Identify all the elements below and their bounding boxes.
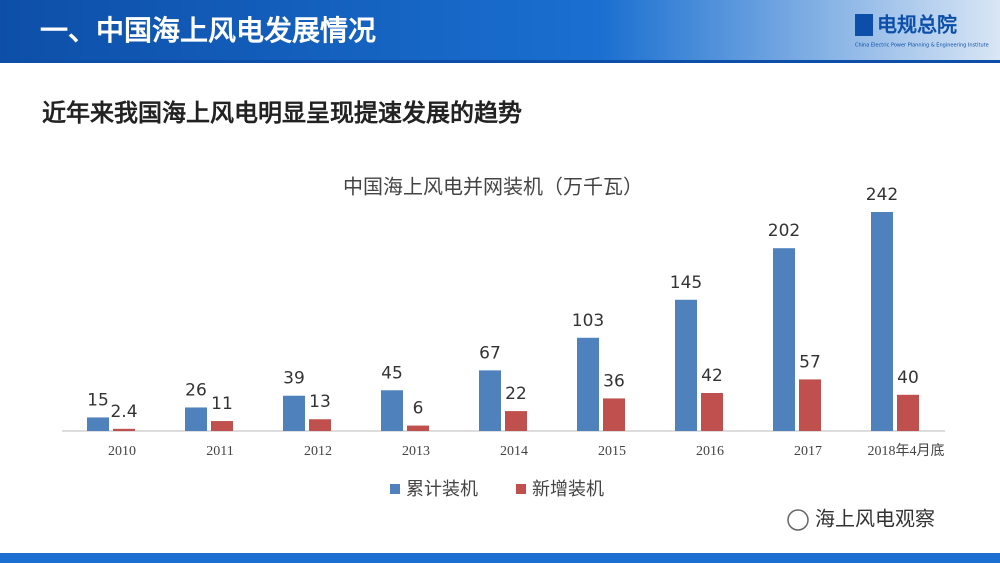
legend-label: 新增装机 (532, 479, 604, 500)
bar (113, 428, 135, 431)
x-tick-label: 2011 (206, 444, 233, 459)
logo-icon (855, 14, 873, 36)
header-rule (0, 60, 1000, 63)
data-label: 15 (87, 390, 109, 410)
bar (479, 370, 501, 431)
subtitle: 近年来我国海上风电明显呈现提速发展的趋势 (42, 99, 522, 127)
bar (799, 379, 821, 431)
legend-label: 累计装机 (406, 479, 478, 500)
header-band (0, 0, 1000, 62)
watermark: 海上风电观察 (815, 507, 935, 531)
data-label: 67 (479, 343, 501, 363)
data-label: 36 (603, 371, 625, 391)
footer-band (0, 553, 1000, 563)
data-label: 26 (185, 380, 207, 400)
bar (773, 248, 795, 431)
bar (381, 390, 403, 431)
data-label: 13 (309, 392, 331, 412)
bar (577, 337, 599, 431)
data-label: 11 (211, 394, 233, 414)
logo-subtitle: China Electric Power Planning & Engineer… (855, 43, 989, 49)
data-label: 42 (701, 366, 723, 386)
x-tick-label: 2012 (304, 444, 332, 459)
x-tick-label: 2016 (696, 444, 724, 459)
x-tick-label: 2018年4月底 (868, 443, 945, 459)
x-tick-label: 2013 (402, 444, 430, 459)
bar (87, 417, 109, 431)
legend-swatch (516, 484, 526, 494)
bar (309, 419, 331, 431)
data-label: 202 (768, 221, 800, 241)
x-tick-label: 2010 (108, 444, 136, 459)
x-tick-label: 2015 (598, 444, 626, 459)
bar (897, 394, 919, 431)
bar (185, 407, 207, 431)
header-title: 一、中国海上风电发展情况 (40, 14, 376, 47)
x-tick-label: 2017 (794, 444, 822, 459)
bar (211, 421, 233, 431)
data-label: 57 (799, 352, 821, 372)
bar (505, 411, 527, 431)
data-label: 6 (413, 399, 424, 419)
data-label: 2.4 (110, 402, 137, 422)
legend-swatch (390, 484, 400, 494)
data-label: 145 (670, 273, 702, 293)
bar (603, 398, 625, 431)
chart-title: 中国海上风电并网装机（万千瓦） (343, 175, 643, 199)
watermark-icon (787, 509, 809, 531)
data-label: 39 (283, 369, 305, 389)
bar (871, 212, 893, 431)
logo-text: 电规总院 (877, 13, 957, 37)
data-label: 45 (381, 363, 403, 383)
data-label: 103 (572, 311, 604, 331)
bar (283, 395, 305, 431)
data-label: 22 (505, 384, 527, 404)
x-tick-label: 2014 (500, 444, 528, 459)
bar (701, 392, 723, 431)
bar (675, 299, 697, 431)
data-label: 242 (866, 185, 898, 205)
data-label: 40 (897, 368, 919, 388)
bar (407, 425, 429, 431)
